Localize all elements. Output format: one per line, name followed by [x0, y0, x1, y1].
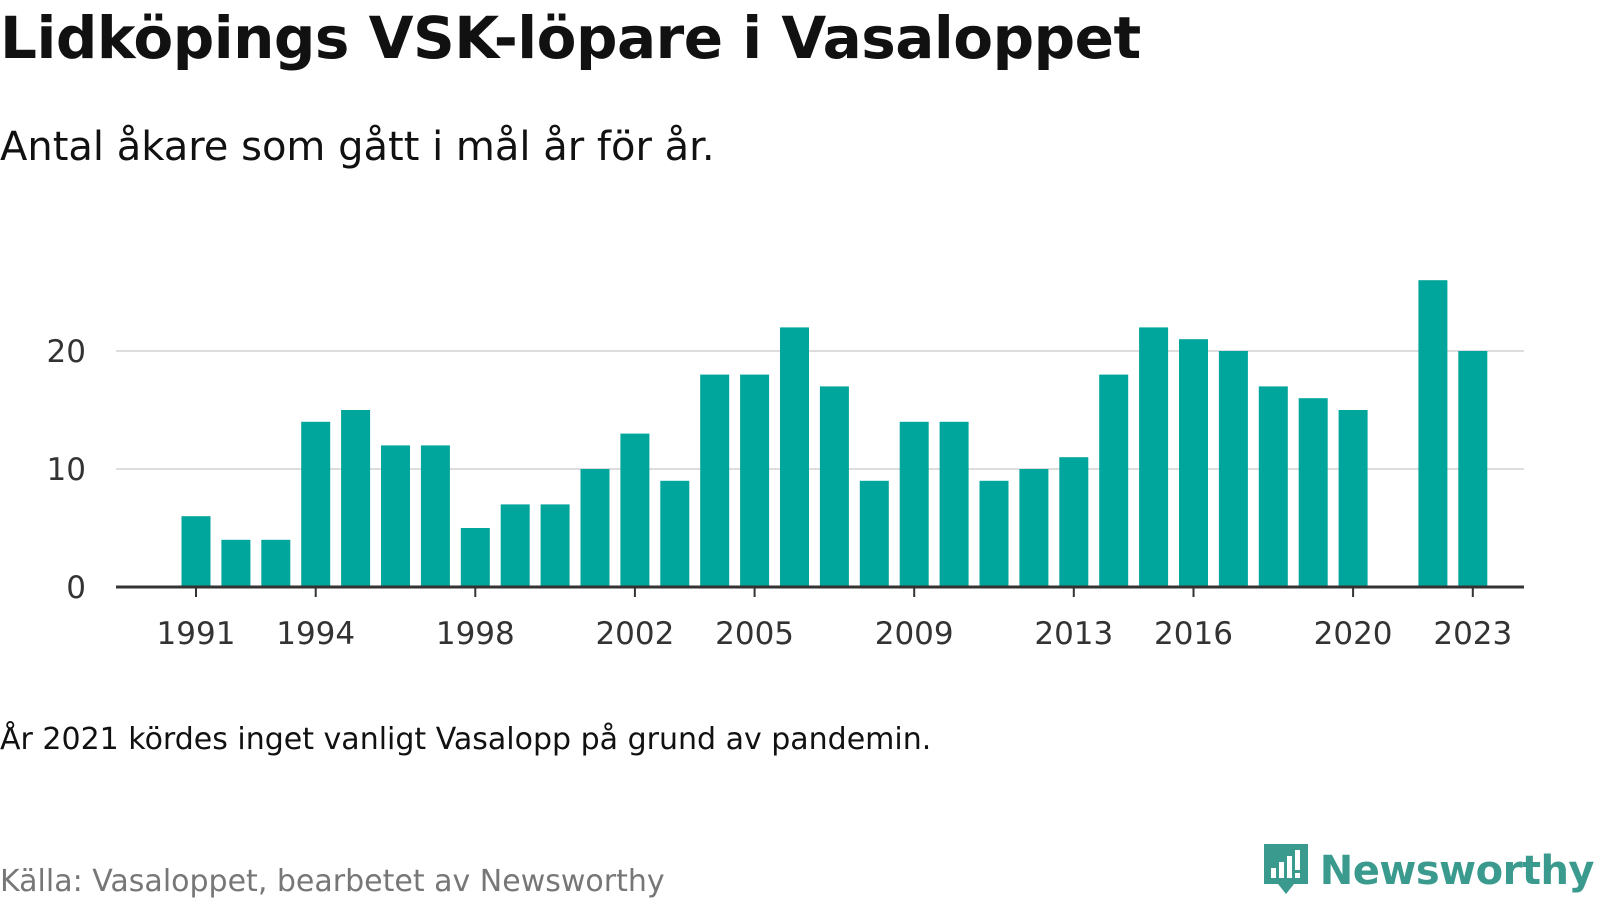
brand-name: Newsworthy	[1319, 848, 1595, 894]
bar	[221, 539, 251, 587]
bar	[580, 469, 610, 587]
bar	[899, 421, 929, 587]
chart-title: Lidköpings VSK-löpare i Vasaloppet	[0, 4, 1141, 72]
bar	[1179, 339, 1208, 587]
y-tick-label: 20	[47, 334, 86, 370]
x-tick-label: 1994	[276, 616, 355, 652]
bar	[1338, 410, 1368, 587]
bar	[261, 539, 291, 587]
x-tick-label: 2002	[595, 616, 674, 652]
bar	[859, 480, 889, 587]
bar	[1059, 457, 1089, 587]
bar	[700, 374, 730, 587]
bar	[381, 445, 410, 587]
bar	[301, 421, 331, 587]
x-tick-label: 2005	[715, 616, 794, 652]
bar	[939, 421, 969, 587]
bar	[1099, 374, 1129, 587]
bar	[1298, 398, 1328, 587]
bar	[341, 410, 371, 587]
y-tick-label: 0	[66, 570, 86, 606]
bar	[979, 480, 1009, 587]
bar	[420, 445, 450, 587]
bar	[740, 374, 770, 587]
chart-note: År 2021 kördes inget vanligt Vasalopp på…	[0, 722, 932, 757]
bar	[1019, 469, 1049, 587]
x-tick-label: 2009	[875, 616, 954, 652]
bar	[181, 516, 211, 587]
bar	[1258, 386, 1288, 587]
x-tick-label: 2013	[1034, 616, 1113, 652]
source-text: Källa: Vasaloppet, bearbetet av Newswort…	[0, 864, 665, 899]
x-tick-label: 2016	[1154, 616, 1233, 652]
bar	[1418, 280, 1448, 587]
bar	[1139, 327, 1169, 587]
x-tick-label: 1998	[436, 616, 515, 652]
bar	[1218, 351, 1248, 587]
bar	[460, 528, 490, 587]
bar	[620, 433, 650, 587]
newsworthy-brand: Newsworthy	[1260, 840, 1595, 902]
x-tick-label: 2023	[1433, 616, 1512, 652]
bar	[1458, 351, 1488, 587]
bar-chart: 0 10 20 1991 1994 1998 2002 2005 2009 2013 2016 202…	[47, 280, 1524, 652]
chart-subtitle: Antal åkare som gått i mål år för år.	[0, 124, 715, 170]
bar	[660, 480, 690, 587]
bar	[540, 504, 570, 587]
y-tick-label: 10	[47, 452, 86, 488]
bar	[500, 504, 530, 587]
bar	[780, 327, 809, 587]
x-tick-label: 2020	[1314, 616, 1393, 652]
newsworthy-logo-icon	[1260, 840, 1312, 902]
bar	[819, 386, 849, 587]
x-tick-label: 1991	[157, 616, 236, 652]
